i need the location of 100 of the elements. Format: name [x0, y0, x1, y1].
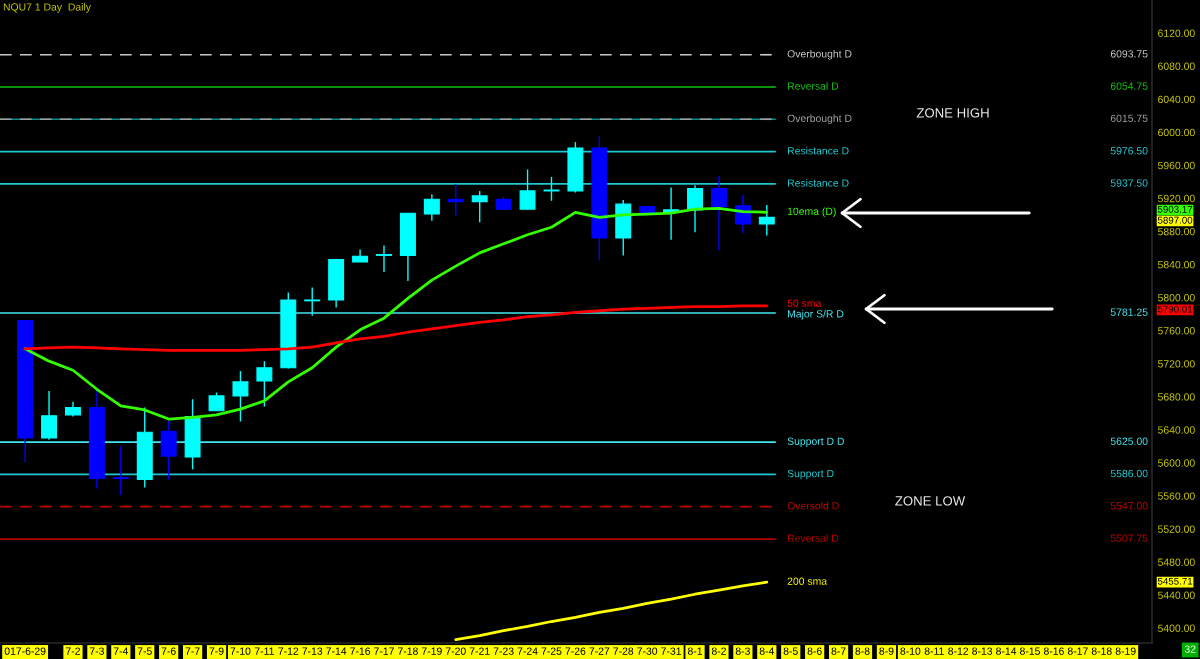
x-tick-label: 8-9 [879, 647, 894, 655]
ref-line-label: Reversal D [787, 82, 839, 90]
x-tick-label: 7-3 [89, 647, 104, 655]
y-tick-label: 6120.00 [1158, 29, 1195, 37]
candlestick [112, 445, 129, 496]
candlestick [423, 193, 440, 222]
y-tick-label: 5600.00 [1157, 459, 1195, 467]
x-tick-label: 7-31 [661, 647, 682, 655]
candlestick [710, 175, 727, 252]
y-tick-label: 5720.00 [1157, 360, 1195, 368]
ref-line-label: Oversold D [787, 501, 839, 510]
x-tick-label: 7-16 [350, 647, 371, 655]
ref-line-label: Overbought D [787, 114, 852, 125]
candlestick [304, 286, 321, 317]
y-tick-label: 5760.00 [1157, 327, 1195, 335]
text: 5897.00 [1157, 216, 1193, 224]
x-tick-label: 7-10 [230, 647, 251, 655]
x-tick-label: 7-17 [374, 647, 394, 655]
x-tick-label: 8-13 [972, 647, 993, 655]
y-tick-label: 5960.00 [1157, 161, 1195, 170]
x-tick-label: 8-2 [711, 647, 726, 655]
line-series [23, 304, 769, 352]
ref-line-label: Support D [787, 469, 834, 480]
candlestick [256, 360, 273, 408]
ref-line-label: Resistance D [787, 179, 849, 187]
x-tick-label: 7-12 [278, 647, 299, 655]
x-tick-label: 8-4 [759, 647, 775, 655]
x-tick-label: 8-19 [1115, 647, 1136, 655]
series-label: 50 sma [787, 299, 822, 307]
y-tick-label: 5560.00 [1157, 492, 1195, 500]
x-tick-label: 7-7 [185, 647, 200, 655]
annotation: 6015.75 [1110, 114, 1148, 123]
x-tick-label: 8-10 [900, 647, 921, 655]
y-tick-label: 6040.00 [1158, 95, 1195, 104]
y-tick-label: 6080.00 [1158, 62, 1195, 70]
y-tick-label: 5880.00 [1157, 227, 1195, 236]
x-tick-label: 7-19 [421, 647, 442, 655]
annotation: 6054.75 [1110, 82, 1148, 90]
annotation: 5781.25 [1110, 308, 1148, 316]
x-tick-label: 7-27 [589, 647, 610, 655]
annotation: 6093.75 [1110, 50, 1148, 58]
ref-line-label: Reversal D [787, 534, 839, 542]
annotation: 5625.00 [1110, 437, 1148, 445]
candlestick [376, 244, 392, 273]
x-tick-label: 8-11 [924, 647, 944, 655]
y-tick-label: 5480.00 [1157, 558, 1195, 566]
x-tick-label: 7-2 [65, 647, 80, 655]
text: 10ema (D) [787, 207, 836, 218]
x-tick-label: 8-7 [831, 647, 846, 655]
candlestick [687, 184, 703, 233]
annotation: 5547.00 [1110, 502, 1148, 510]
annotation: 5586.00 [1110, 469, 1148, 478]
text: 200 sma [787, 577, 828, 585]
candlestick [758, 204, 775, 237]
x-tick-label: 8-3 [735, 647, 750, 655]
x-tick-label: 7-13 [302, 647, 323, 655]
x-tick-label: 7-30 [637, 647, 658, 655]
x-tick-label: 017-6-29 [4, 647, 46, 655]
y-tick-label: 5440.00 [1157, 591, 1195, 599]
ref-line-label: Overbought D [787, 49, 852, 60]
x-tick-label: 8-18 [1091, 647, 1112, 655]
x-tick-label: 7-28 [613, 647, 634, 655]
candlestick [471, 190, 488, 224]
y-tick-label: 5840.00 [1157, 260, 1195, 269]
x-tick-label: 8-17 [1067, 647, 1088, 655]
x-tick-label: 7-14 [326, 647, 347, 655]
y-tick-label: 5920.00 [1157, 194, 1195, 203]
annotation: 5976.50 [1110, 147, 1148, 155]
annotation: ZONE HIGH [916, 108, 989, 118]
text: 5790.01 [1157, 305, 1193, 313]
x-tick-label: 7-5 [137, 647, 152, 655]
candlestick [41, 390, 58, 441]
x-tick-label: 7-18 [398, 647, 418, 655]
x-tick-label: 7-6 [161, 647, 176, 655]
ref-line-label: Major S/R D [787, 309, 844, 320]
x-tick-label: 8-15 [1020, 647, 1040, 655]
x-tick-label: 7-24 [517, 647, 538, 655]
y-tick-label: 5520.00 [1157, 525, 1195, 533]
y-tick-label: 5800.00 [1157, 294, 1195, 302]
x-tick-label: 7-20 [445, 647, 466, 655]
x-tick-label: 8-12 [948, 647, 969, 655]
x-tick-label: 8-5 [783, 647, 798, 655]
ref-line-label: Resistance D [787, 146, 849, 155]
x-tick-label: 7-4 [113, 647, 129, 655]
annotation: 5937.50 [1110, 179, 1148, 187]
y-tick-label: 5640.00 [1157, 426, 1195, 434]
annotation: 5507.75 [1110, 534, 1148, 542]
x-tick-label: 8-14 [996, 647, 1017, 655]
ref-line-label: Support D D [787, 437, 844, 448]
x-tick-label: 7-23 [493, 647, 514, 655]
x-tick-label: 7-25 [541, 647, 562, 655]
x-tick-label: 8-16 [1043, 647, 1064, 655]
x-tick-label: 7-9 [209, 647, 224, 655]
x-tick-label: 8-1 [687, 647, 703, 655]
candlestick [543, 176, 560, 202]
text: 32 [1184, 645, 1196, 653]
y-tick-label: 6000.00 [1158, 128, 1195, 137]
candlestick [208, 391, 225, 412]
candlestick [519, 168, 536, 211]
x-tick-label: 7-11 [254, 647, 274, 655]
